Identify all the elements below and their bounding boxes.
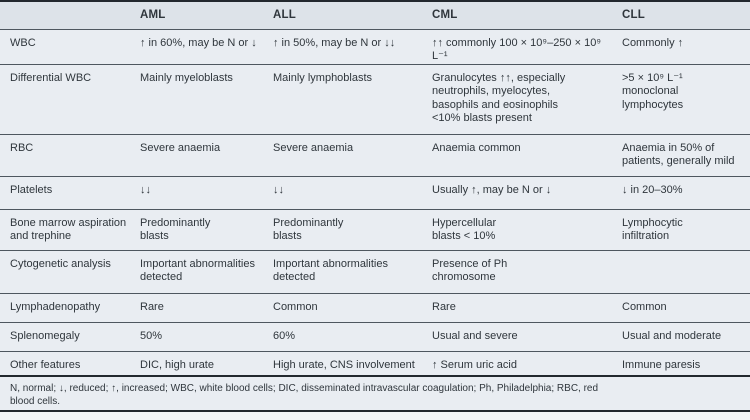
cell-cll: ↓ in 20–30%	[622, 175, 750, 209]
row-label: Other features	[0, 350, 140, 376]
cell-cll: Lymphocytic infiltration	[622, 208, 750, 250]
table-row-cytogenetic: Cytogenetic analysis Important abnormali…	[0, 249, 750, 293]
row-label: Bone marrow aspiration and trephine	[0, 208, 140, 250]
cell-aml: Rare	[140, 292, 273, 322]
cell-all: Predominantly blasts	[273, 208, 432, 250]
row-label: Platelets	[0, 175, 140, 209]
cell-all: Important abnormalities detected	[273, 249, 432, 293]
table-row-wbc: WBC ↑ in 60%, may be N or ↓ ↑ in 50%, ma…	[0, 29, 750, 64]
cell-cll	[622, 249, 750, 293]
row-label: Differential WBC	[0, 63, 140, 134]
comparison-table: AML ALL CML CLL WBC ↑ in 60%, may be N o…	[0, 0, 750, 377]
table-row-splenomegaly: Splenomegaly 50% 60% Usual and severe Us…	[0, 321, 750, 351]
cell-cll: >5 × 10⁹ L⁻¹ monoclonal lymphocytes	[622, 63, 750, 134]
cell-all: Common	[273, 292, 432, 322]
cell-cll: Commonly ↑	[622, 29, 750, 64]
cell-aml: DIC, high urate	[140, 350, 273, 376]
cell-aml: ↑ in 60%, may be N or ↓	[140, 29, 273, 64]
row-label: Lymphadenopathy	[0, 292, 140, 322]
cell-all: Mainly lymphoblasts	[273, 63, 432, 134]
row-label: RBC	[0, 133, 140, 176]
cell-all: Severe anaemia	[273, 133, 432, 176]
cell-cml: ↑↑ commonly 100 × 10⁹–250 × 10⁹ L⁻¹	[432, 29, 622, 64]
cell-cml: Usual and severe	[432, 321, 622, 351]
header-row: AML ALL CML CLL	[0, 1, 750, 30]
cell-cll: Common	[622, 292, 750, 322]
row-label: Cytogenetic analysis	[0, 249, 140, 293]
cell-cml: Hypercellular blasts < 10%	[432, 208, 622, 250]
cell-cll: Usual and moderate	[622, 321, 750, 351]
cell-aml: ↓↓	[140, 175, 273, 209]
cell-cml: Presence of Ph chromosome	[432, 249, 622, 293]
cell-aml: Important abnormalities detected	[140, 249, 273, 293]
table-row-platelets: Platelets ↓↓ ↓↓ Usually ↑, may be N or ↓…	[0, 175, 750, 209]
column-header-blank	[0, 1, 140, 30]
cell-all: High urate, CNS involvement	[273, 350, 432, 376]
cell-cml: Anaemia common	[432, 133, 622, 176]
row-label: Splenomegaly	[0, 321, 140, 351]
table-row-other-features: Other features DIC, high urate High urat…	[0, 350, 750, 376]
table-row-rbc: RBC Severe anaemia Severe anaemia Anaemi…	[0, 133, 750, 176]
cell-cll: Anaemia in 50% of patients, generally mi…	[622, 133, 750, 176]
cell-aml: Severe anaemia	[140, 133, 273, 176]
column-header-cml: CML	[432, 1, 622, 30]
cell-aml: 50%	[140, 321, 273, 351]
table-row-differential-wbc: Differential WBC Mainly myeloblasts Main…	[0, 63, 750, 134]
column-header-aml: AML	[140, 1, 273, 30]
cell-cll: Immune paresis	[622, 350, 750, 376]
cell-cml: ↑ Serum uric acid	[432, 350, 622, 376]
cell-all: ↑ in 50%, may be N or ↓↓	[273, 29, 432, 64]
cell-cml: Rare	[432, 292, 622, 322]
table-row-lymphadenopathy: Lymphadenopathy Rare Common Rare Common	[0, 292, 750, 322]
cell-cml: Usually ↑, may be N or ↓	[432, 175, 622, 209]
cell-all: 60%	[273, 321, 432, 351]
cell-aml: Mainly myeloblasts	[140, 63, 273, 134]
column-header-all: ALL	[273, 1, 432, 30]
table-footnote: N, normal; ↓, reduced; ↑, increased; WBC…	[0, 377, 750, 412]
table-row-bone-marrow: Bone marrow aspiration and trephine Pred…	[0, 208, 750, 250]
cell-aml: Predominantly blasts	[140, 208, 273, 250]
column-header-cll: CLL	[622, 1, 750, 30]
cell-all: ↓↓	[273, 175, 432, 209]
cell-cml: Granulocytes ↑↑, especially neutrophils,…	[432, 63, 622, 134]
row-label: WBC	[0, 29, 140, 64]
